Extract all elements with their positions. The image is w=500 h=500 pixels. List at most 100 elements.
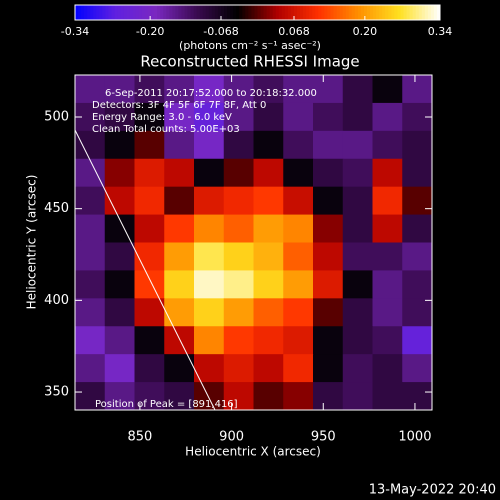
colorbar-segment bbox=[306, 5, 310, 20]
heatmap-cell bbox=[194, 354, 225, 383]
colorbar-segment bbox=[290, 5, 295, 20]
colorbar-tick-label: -0.20 bbox=[136, 25, 164, 38]
plot-frame bbox=[74, 74, 433, 411]
heatmap-cell bbox=[134, 130, 165, 160]
heatmap-cell bbox=[75, 242, 106, 271]
colorbar-segment bbox=[281, 5, 286, 20]
colorbar-segment bbox=[436, 5, 441, 20]
colorbar-segment bbox=[236, 5, 240, 20]
heatmap-cell bbox=[134, 298, 165, 327]
colorbar-segment bbox=[287, 5, 292, 20]
heatmap-cell bbox=[313, 242, 344, 271]
heatmap-cell bbox=[313, 270, 344, 299]
colorbar-segment bbox=[312, 5, 316, 20]
colorbar-segment bbox=[178, 5, 182, 20]
heatmap-cell bbox=[313, 75, 344, 104]
image bbox=[75, 75, 432, 410]
colorbar-segment bbox=[357, 5, 362, 20]
colorbar-segment bbox=[117, 5, 122, 20]
heatmap-cell bbox=[164, 354, 195, 383]
heatmap-cell bbox=[164, 214, 195, 243]
heatmap-cell bbox=[75, 186, 106, 216]
colorbar-segment bbox=[254, 5, 258, 20]
heatmap-cell bbox=[253, 130, 284, 160]
colorbar-segment bbox=[330, 5, 335, 20]
heatmap-cell bbox=[194, 186, 225, 216]
colorbar-segment bbox=[151, 5, 155, 20]
heatmap-cell bbox=[223, 75, 254, 104]
heatmap-cell bbox=[104, 130, 135, 160]
heatmap-cell bbox=[253, 102, 284, 132]
heatmap-cell bbox=[134, 326, 165, 355]
heatmap-cell bbox=[75, 270, 106, 299]
heatmap-cell bbox=[223, 130, 254, 160]
colorbar-segment bbox=[154, 5, 158, 20]
colorbar-segment bbox=[230, 5, 234, 20]
colorbar-segment bbox=[132, 5, 137, 20]
heatmap-cell bbox=[402, 214, 432, 243]
heatmap-cell bbox=[372, 102, 403, 132]
heatmap-cell bbox=[164, 382, 195, 410]
colorbar-segment bbox=[315, 5, 319, 20]
annotation: Clean Total counts: 5.00E+03 bbox=[92, 124, 240, 135]
heatmap-cell bbox=[194, 382, 225, 410]
colorbar-segment bbox=[433, 5, 438, 20]
colorbar-segment bbox=[169, 5, 173, 20]
colorbar-segment bbox=[397, 5, 401, 20]
colorbar-segment bbox=[388, 5, 392, 20]
heatmap-cell bbox=[194, 102, 225, 132]
heatmap-cell bbox=[223, 270, 254, 299]
heatmap-cell bbox=[372, 326, 403, 355]
heatmap-cell bbox=[283, 102, 314, 132]
colorbar-segment bbox=[275, 5, 280, 20]
colorbar-segment bbox=[348, 5, 353, 20]
colorbar-segment bbox=[303, 5, 307, 20]
heatmap-cell bbox=[75, 326, 106, 355]
heatmap-cell bbox=[223, 354, 254, 383]
colorbar-segment bbox=[406, 5, 411, 20]
colorbar-segment bbox=[336, 5, 341, 20]
colorbar-segment bbox=[138, 5, 143, 20]
heatmap-cell bbox=[402, 130, 432, 160]
heatmap-cell bbox=[253, 75, 284, 104]
heatmap-cell bbox=[253, 270, 284, 299]
colorbar-segment bbox=[187, 5, 192, 20]
colorbar-segment bbox=[342, 5, 347, 20]
heatmap-cell bbox=[253, 186, 284, 216]
colorbar-segment bbox=[87, 5, 91, 20]
peak-annotation: Position of Peak = [891,416] bbox=[95, 399, 238, 410]
colorbar-segment bbox=[227, 5, 231, 20]
heatmap-cell bbox=[342, 102, 373, 132]
colorbar-segment bbox=[148, 5, 152, 20]
colorbar-segment bbox=[424, 5, 429, 20]
y-tick-label: 350 bbox=[44, 385, 69, 400]
colorbar-segment bbox=[172, 5, 176, 20]
colorbar-label: (photons cm⁻² s⁻¹ asec⁻²) bbox=[179, 39, 321, 52]
heatmap-cell bbox=[134, 270, 165, 299]
x-tick-label: 900 bbox=[219, 430, 244, 445]
colorbar-segment bbox=[409, 5, 414, 20]
x-tick-label: 950 bbox=[311, 430, 336, 445]
colorbar-segment bbox=[309, 5, 313, 20]
colorbar-segment bbox=[105, 5, 109, 20]
colorbar-segment bbox=[233, 5, 237, 20]
colorbar-segment bbox=[321, 5, 325, 20]
colorbar-segment bbox=[166, 5, 170, 20]
heatmap-cell bbox=[402, 382, 432, 410]
colorbar-segment bbox=[339, 5, 344, 20]
y-tick-label: 400 bbox=[44, 293, 69, 308]
colorbar-segment bbox=[214, 5, 219, 20]
heatmap-cell bbox=[342, 158, 373, 188]
colorbar-tick-label: -0.068 bbox=[203, 25, 238, 38]
heatmap-cell bbox=[164, 130, 195, 160]
colorbar-segment bbox=[300, 5, 304, 20]
colorbar-segment bbox=[354, 5, 359, 20]
x-tick-label: 1000 bbox=[398, 430, 431, 445]
heatmap-cell bbox=[223, 382, 254, 410]
colorbar-segment bbox=[120, 5, 125, 20]
annotation: Detectors: 3F 4F 5F 6F 7F 8F, Att 0 bbox=[92, 100, 266, 111]
heatmap-cell bbox=[313, 102, 344, 132]
heatmap-cell bbox=[402, 298, 432, 327]
colorbar-segment bbox=[391, 5, 395, 20]
